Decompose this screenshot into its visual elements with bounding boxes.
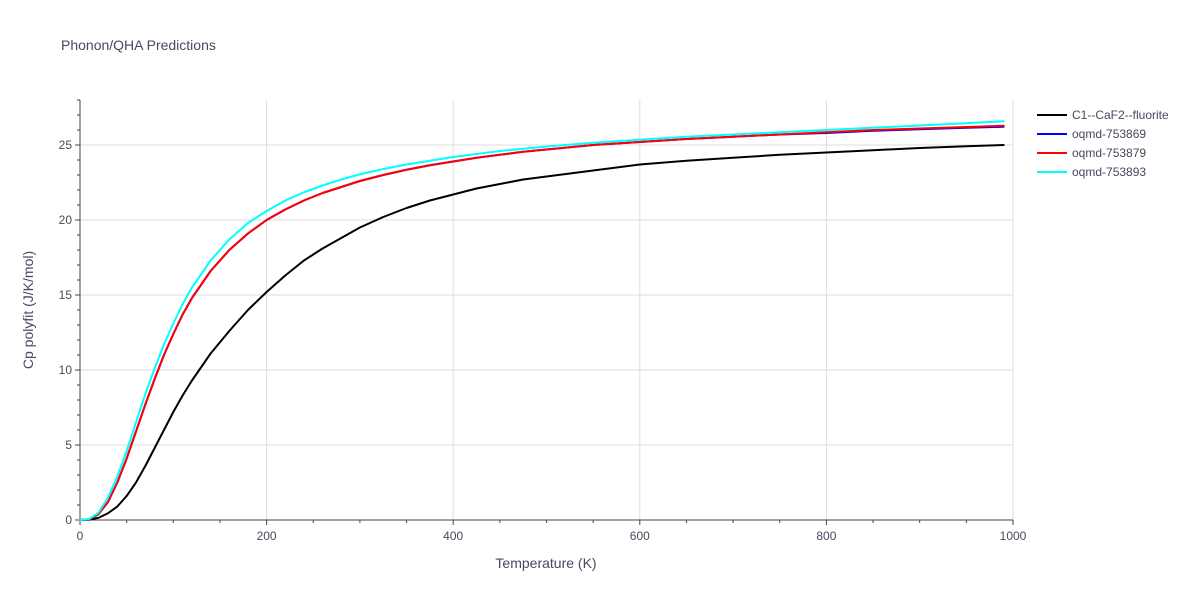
- y-tick-label: 0: [65, 513, 72, 527]
- chart-title: Phonon/QHA Predictions: [61, 37, 216, 53]
- y-tick-label: 10: [59, 363, 73, 377]
- series-layer: [79, 120, 1005, 521]
- legend-label: oqmd-753893: [1072, 165, 1146, 179]
- x-tick-label: 200: [257, 529, 277, 543]
- x-tick-label: 0: [77, 529, 84, 543]
- legend-item[interactable]: oqmd-753879: [1037, 146, 1146, 160]
- legend-item[interactable]: oqmd-753893: [1037, 165, 1146, 179]
- series-line-1: [79, 144, 1005, 521]
- series-line-4: [79, 120, 1005, 521]
- legend-item[interactable]: oqmd-753869: [1037, 127, 1146, 141]
- x-tick-label: 1000: [1000, 529, 1027, 543]
- grid-layer: [80, 100, 1014, 520]
- legend[interactable]: C1--CaF2--fluorite oqmd-753869 oqmd-753879…: [1037, 108, 1169, 179]
- legend-item[interactable]: C1--CaF2--fluorite: [1037, 108, 1169, 122]
- y-tick-label: 15: [59, 288, 73, 302]
- series-line-3: [79, 124, 1005, 521]
- legend-label: C1--CaF2--fluorite: [1072, 108, 1169, 122]
- y-tick-label: 25: [59, 138, 73, 152]
- x-axis-title: Temperature (K): [495, 555, 596, 571]
- x-tick-label: 800: [816, 529, 836, 543]
- y-tick-label: 20: [59, 213, 73, 227]
- axes-layer: 0 200 400 600 800 1000 0 5 10 15 20 25: [59, 99, 1027, 543]
- legend-label: oqmd-753869: [1072, 127, 1146, 141]
- series-line-2: [79, 125, 1005, 521]
- y-axis-title: Cp polyfit (J/K/mol): [20, 251, 36, 369]
- y-tick-label: 5: [65, 438, 72, 452]
- x-tick-label: 400: [443, 529, 463, 543]
- x-tick-label: 600: [630, 529, 650, 543]
- legend-label: oqmd-753879: [1072, 146, 1146, 160]
